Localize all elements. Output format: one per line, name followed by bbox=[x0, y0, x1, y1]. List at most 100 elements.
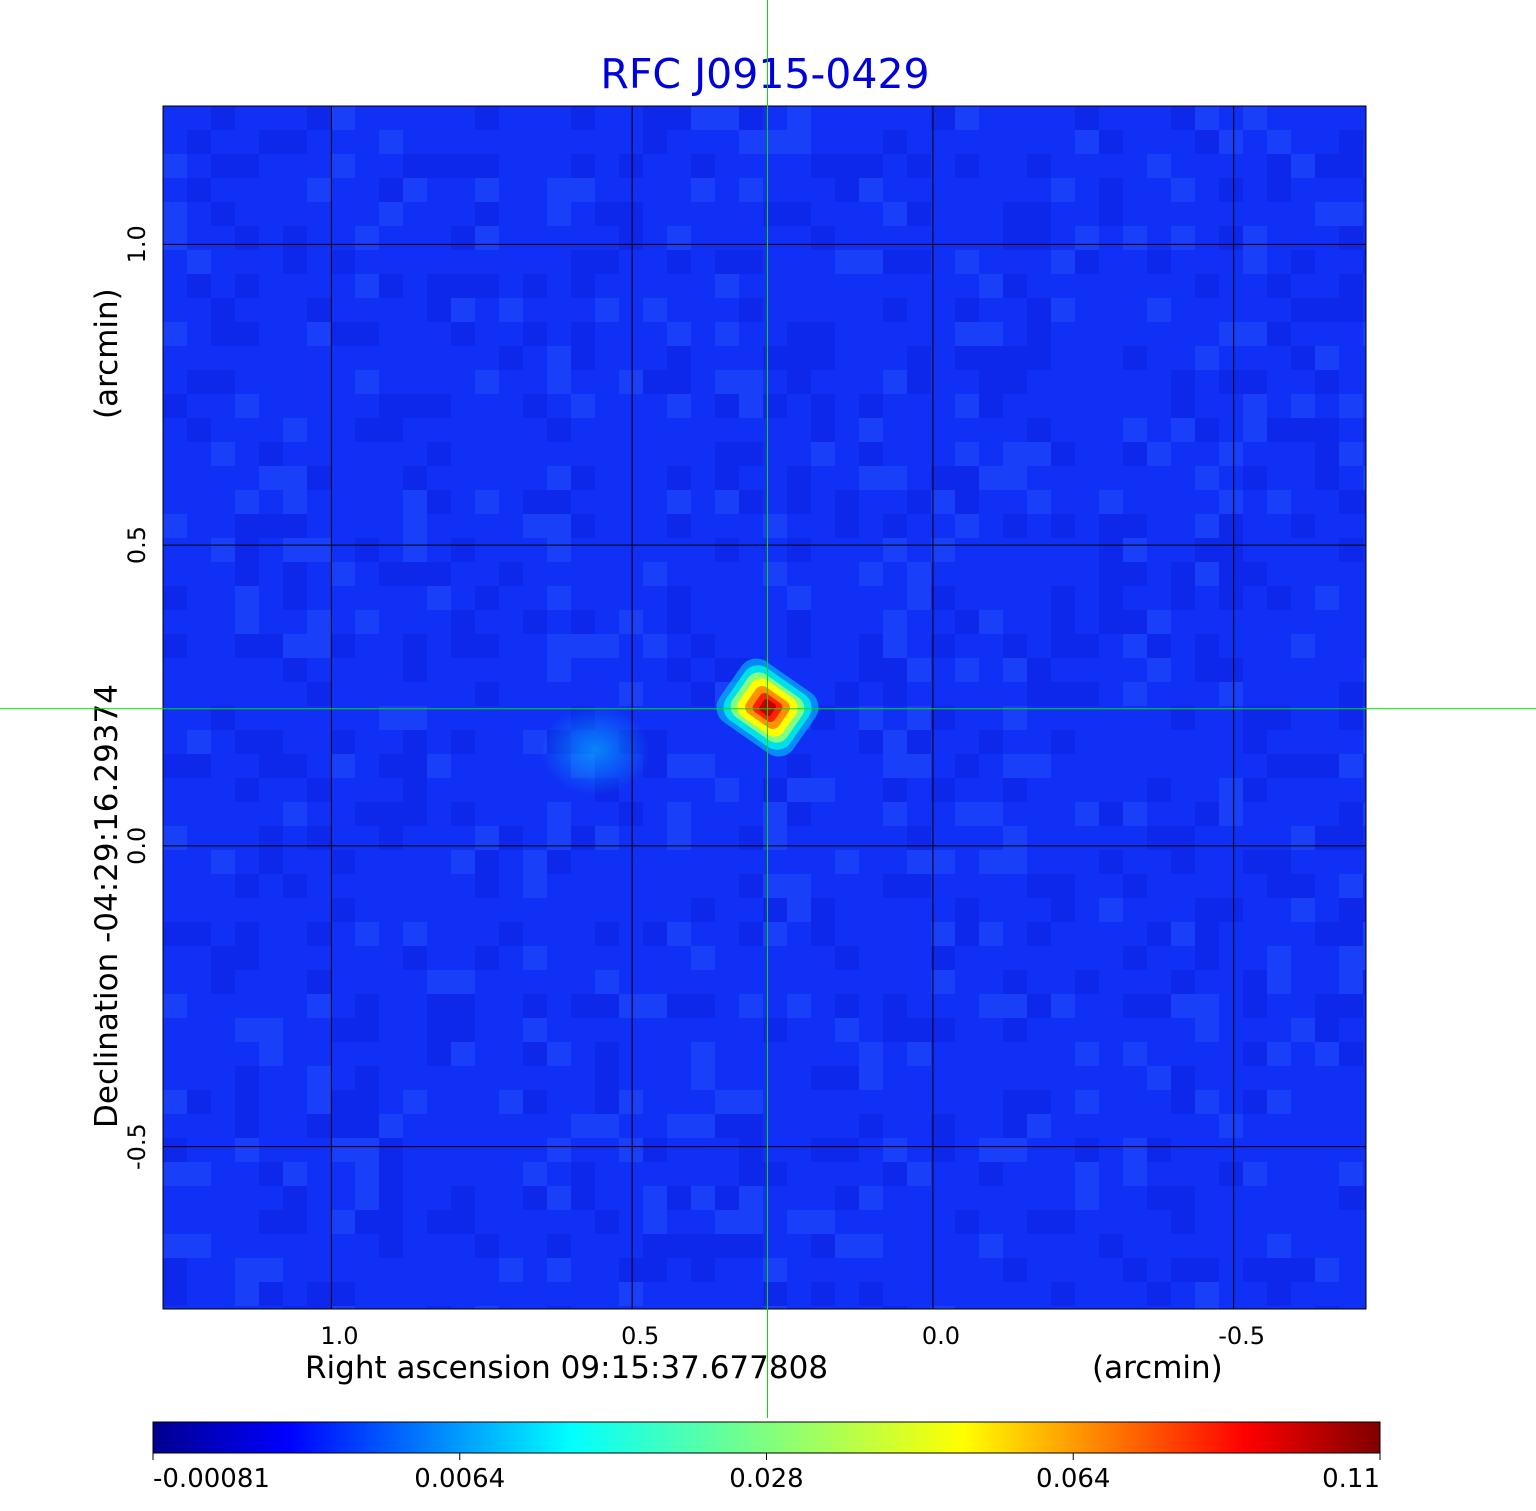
noise-cell bbox=[1243, 1090, 1267, 1114]
noise-cell bbox=[1243, 394, 1267, 418]
noise-cell bbox=[163, 1162, 187, 1186]
noise-cell bbox=[931, 490, 955, 514]
noise-cell bbox=[691, 682, 715, 706]
noise-cell bbox=[307, 1090, 331, 1114]
noise-cell bbox=[763, 802, 787, 826]
noise-cell bbox=[1123, 994, 1147, 1018]
noise-cell bbox=[1339, 154, 1363, 178]
noise-cell bbox=[307, 298, 331, 322]
noise-cell bbox=[1267, 1282, 1291, 1306]
noise-cell bbox=[571, 466, 595, 490]
noise-cell bbox=[883, 778, 907, 802]
noise-cell bbox=[787, 874, 811, 898]
noise-cell bbox=[883, 202, 907, 226]
noise-cell bbox=[979, 610, 1003, 634]
noise-cell bbox=[571, 1162, 595, 1186]
noise-cell bbox=[715, 466, 739, 490]
noise-cell bbox=[427, 1306, 451, 1309]
noise-cell bbox=[1123, 226, 1147, 250]
noise-cell bbox=[1267, 1042, 1291, 1066]
noise-cell bbox=[1123, 538, 1147, 562]
noise-cell bbox=[1147, 610, 1171, 634]
noise-cell bbox=[1123, 442, 1147, 466]
noise-cell bbox=[331, 1090, 355, 1114]
noise-cell bbox=[1075, 802, 1099, 826]
noise-cell bbox=[1339, 226, 1363, 250]
noise-cell bbox=[619, 370, 643, 394]
noise-cell bbox=[451, 322, 475, 346]
noise-cell bbox=[883, 754, 907, 778]
noise-cell bbox=[379, 1186, 403, 1210]
noise-cell bbox=[1123, 946, 1147, 970]
noise-cell bbox=[643, 994, 667, 1018]
noise-cell bbox=[475, 490, 499, 514]
noise-cell bbox=[1291, 1018, 1315, 1042]
noise-cell bbox=[235, 226, 259, 250]
noise-cell bbox=[571, 178, 595, 202]
noise-cell bbox=[1315, 922, 1339, 946]
noise-cell bbox=[715, 1186, 739, 1210]
noise-cell bbox=[1147, 1066, 1171, 1090]
noise-cell bbox=[667, 802, 691, 826]
noise-cell bbox=[1339, 826, 1363, 850]
noise-cell bbox=[163, 922, 187, 946]
noise-cell bbox=[1339, 874, 1363, 898]
noise-cell bbox=[739, 250, 763, 274]
noise-cell bbox=[499, 346, 523, 370]
noise-cell bbox=[1099, 586, 1123, 610]
noise-cell bbox=[1267, 754, 1291, 778]
noise-cell bbox=[307, 682, 331, 706]
colorbar-tick-label: 0.0064 bbox=[414, 1464, 505, 1494]
noise-cell bbox=[307, 778, 331, 802]
noise-cell bbox=[427, 970, 451, 994]
noise-cell bbox=[1171, 826, 1195, 850]
noise-cell bbox=[1339, 202, 1363, 226]
noise-cell bbox=[427, 562, 451, 586]
noise-cell bbox=[691, 1186, 715, 1210]
noise-cell bbox=[1003, 778, 1027, 802]
noise-cell bbox=[883, 874, 907, 898]
noise-cell bbox=[1051, 586, 1075, 610]
noise-cell bbox=[883, 802, 907, 826]
noise-cell bbox=[1171, 922, 1195, 946]
noise-cell bbox=[307, 106, 331, 130]
noise-cell bbox=[1315, 298, 1339, 322]
noise-cell bbox=[907, 562, 931, 586]
x-axis-unit: (arcmin) bbox=[1092, 1350, 1223, 1386]
noise-cell bbox=[1195, 1306, 1219, 1309]
noise-cell bbox=[403, 490, 427, 514]
noise-cell bbox=[667, 826, 691, 850]
noise-cell bbox=[571, 1186, 595, 1210]
noise-cell bbox=[379, 1114, 403, 1138]
noise-cell bbox=[739, 1186, 763, 1210]
noise-cell bbox=[907, 202, 931, 226]
noise-cell bbox=[523, 1162, 547, 1186]
noise-cell bbox=[667, 658, 691, 682]
noise-cell bbox=[1003, 346, 1027, 370]
noise-cell bbox=[739, 370, 763, 394]
noise-cell bbox=[259, 850, 283, 874]
noise-cell bbox=[667, 226, 691, 250]
noise-cell bbox=[1099, 898, 1123, 922]
noise-cell bbox=[739, 394, 763, 418]
noise-cell bbox=[475, 226, 499, 250]
noise-cell bbox=[1243, 970, 1267, 994]
noise-cell bbox=[595, 250, 619, 274]
noise-cell bbox=[1171, 1090, 1195, 1114]
noise-cell bbox=[451, 730, 475, 754]
noise-cell bbox=[1003, 634, 1027, 658]
noise-cell bbox=[1003, 850, 1027, 874]
noise-cell bbox=[1339, 802, 1363, 826]
noise-cell bbox=[1171, 1186, 1195, 1210]
noise-cell bbox=[1219, 514, 1243, 538]
noise-cell bbox=[403, 754, 427, 778]
noise-cell bbox=[811, 322, 835, 346]
noise-cell bbox=[163, 1258, 187, 1282]
noise-cell bbox=[787, 130, 811, 154]
noise-cell bbox=[979, 274, 1003, 298]
noise-cell bbox=[403, 538, 427, 562]
noise-cell bbox=[1147, 658, 1171, 682]
noise-cell bbox=[1051, 514, 1075, 538]
y-tick-label: 0.5 bbox=[123, 526, 151, 564]
colorbar-ticks: -0.00081 0.0064 0.028 0.064 0.11 bbox=[152, 1453, 1381, 1494]
